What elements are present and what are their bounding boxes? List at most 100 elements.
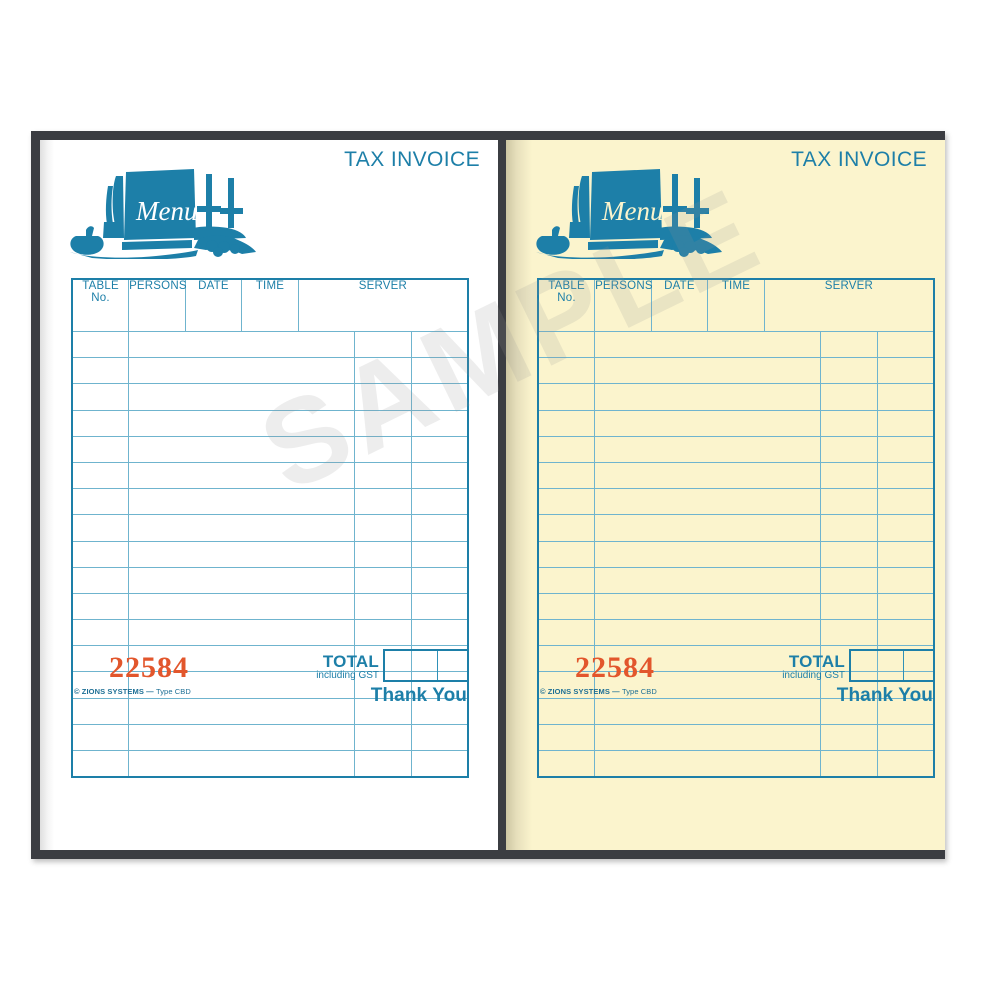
cell-qty[interactable]	[537, 645, 596, 673]
cell-cents[interactable]	[410, 592, 469, 621]
cell-qty[interactable]	[71, 488, 130, 516]
table-row[interactable]	[71, 592, 469, 621]
cell-desc[interactable]	[128, 619, 356, 647]
cell-qty[interactable]	[537, 592, 596, 621]
cell-qty[interactable]	[537, 357, 596, 385]
table-row[interactable]	[71, 488, 469, 516]
cell-qty[interactable]	[71, 409, 130, 437]
cell-desc[interactable]	[594, 750, 822, 779]
cell-dollars[interactable]	[820, 540, 878, 568]
cell-dollars[interactable]	[820, 566, 878, 594]
cell-cents[interactable]	[876, 514, 935, 542]
cell-qty[interactable]	[537, 488, 596, 516]
cell-cents[interactable]	[876, 540, 935, 568]
cell-desc[interactable]	[594, 540, 822, 568]
table-row[interactable]	[71, 330, 469, 359]
cell-cents[interactable]	[410, 488, 469, 516]
cell-qty[interactable]	[537, 409, 596, 437]
cell-dollars[interactable]	[820, 383, 878, 411]
cell-desc[interactable]	[128, 750, 356, 779]
cell-dollars[interactable]	[354, 566, 412, 594]
table-row[interactable]	[71, 409, 469, 437]
cell-cents[interactable]	[410, 540, 469, 568]
cell-cents[interactable]	[876, 330, 935, 359]
cell-dollars[interactable]	[820, 750, 878, 779]
cell-desc[interactable]	[594, 461, 822, 490]
cell-cents[interactable]	[876, 357, 935, 385]
cell-desc[interactable]	[128, 383, 356, 411]
cell-desc[interactable]	[128, 514, 356, 542]
table-row[interactable]	[537, 514, 935, 542]
table-row[interactable]	[71, 619, 469, 647]
total-amount-box-white[interactable]	[383, 649, 469, 682]
table-row[interactable]	[71, 645, 469, 673]
table-row[interactable]	[537, 566, 935, 594]
cell-desc[interactable]	[594, 488, 822, 516]
cell-qty[interactable]	[71, 750, 130, 779]
table-row[interactable]	[71, 357, 469, 385]
cell-dollars[interactable]	[354, 619, 412, 647]
cell-cents[interactable]	[410, 750, 469, 779]
cell-cents[interactable]	[410, 461, 469, 490]
table-row[interactable]	[71, 723, 469, 752]
table-row[interactable]	[537, 357, 935, 385]
cell-qty[interactable]	[71, 383, 130, 411]
table-row[interactable]	[71, 540, 469, 568]
cell-desc[interactable]	[594, 383, 822, 411]
cell-cents[interactable]	[410, 409, 469, 437]
cell-dollars[interactable]	[354, 750, 412, 779]
cell-dollars[interactable]	[820, 592, 878, 621]
table-row[interactable]	[537, 409, 935, 437]
cell-cents[interactable]	[876, 592, 935, 621]
cell-desc[interactable]	[594, 409, 822, 437]
table-row[interactable]	[71, 697, 469, 725]
cell-desc[interactable]	[128, 540, 356, 568]
cell-qty[interactable]	[537, 461, 596, 490]
cell-dollars[interactable]	[820, 409, 878, 437]
cell-dollars[interactable]	[354, 514, 412, 542]
table-row[interactable]	[537, 750, 935, 779]
cell-dollars[interactable]	[820, 357, 878, 385]
cell-qty[interactable]	[537, 330, 596, 359]
cell-cents[interactable]	[876, 409, 935, 437]
cell-desc[interactable]	[128, 330, 356, 359]
cell-qty[interactable]	[71, 540, 130, 568]
table-row[interactable]	[537, 723, 935, 752]
cell-qty[interactable]	[537, 697, 596, 725]
cell-desc[interactable]	[594, 330, 822, 359]
cell-cents[interactable]	[876, 461, 935, 490]
cell-qty[interactable]	[71, 514, 130, 542]
cell-dollars[interactable]	[354, 383, 412, 411]
table-row[interactable]	[71, 383, 469, 411]
cell-desc[interactable]	[594, 357, 822, 385]
cell-qty[interactable]	[537, 435, 596, 463]
table-row[interactable]	[537, 461, 935, 490]
cell-desc[interactable]	[594, 619, 822, 647]
cell-desc[interactable]	[594, 435, 822, 463]
cell-cents[interactable]	[410, 619, 469, 647]
table-row[interactable]	[537, 488, 935, 516]
cell-dollars[interactable]	[354, 488, 412, 516]
cell-cents[interactable]	[410, 357, 469, 385]
cell-dollars[interactable]	[820, 330, 878, 359]
cell-qty[interactable]	[537, 566, 596, 594]
cell-dollars[interactable]	[820, 619, 878, 647]
cell-dollars[interactable]	[820, 697, 878, 725]
cell-cents[interactable]	[876, 723, 935, 752]
table-row[interactable]	[71, 566, 469, 594]
table-row[interactable]	[71, 750, 469, 779]
cell-dollars[interactable]	[820, 723, 878, 752]
cell-dollars[interactable]	[354, 723, 412, 752]
cell-qty[interactable]	[71, 566, 130, 594]
cell-dollars[interactable]	[354, 357, 412, 385]
cell-qty[interactable]	[71, 435, 130, 463]
cell-qty[interactable]	[71, 330, 130, 359]
table-row[interactable]	[71, 514, 469, 542]
cell-cents[interactable]	[410, 330, 469, 359]
cell-qty[interactable]	[71, 619, 130, 647]
cell-cents[interactable]	[410, 723, 469, 752]
table-row[interactable]	[71, 435, 469, 463]
cell-desc[interactable]	[128, 409, 356, 437]
cell-cents[interactable]	[876, 488, 935, 516]
cell-desc[interactable]	[128, 697, 356, 725]
